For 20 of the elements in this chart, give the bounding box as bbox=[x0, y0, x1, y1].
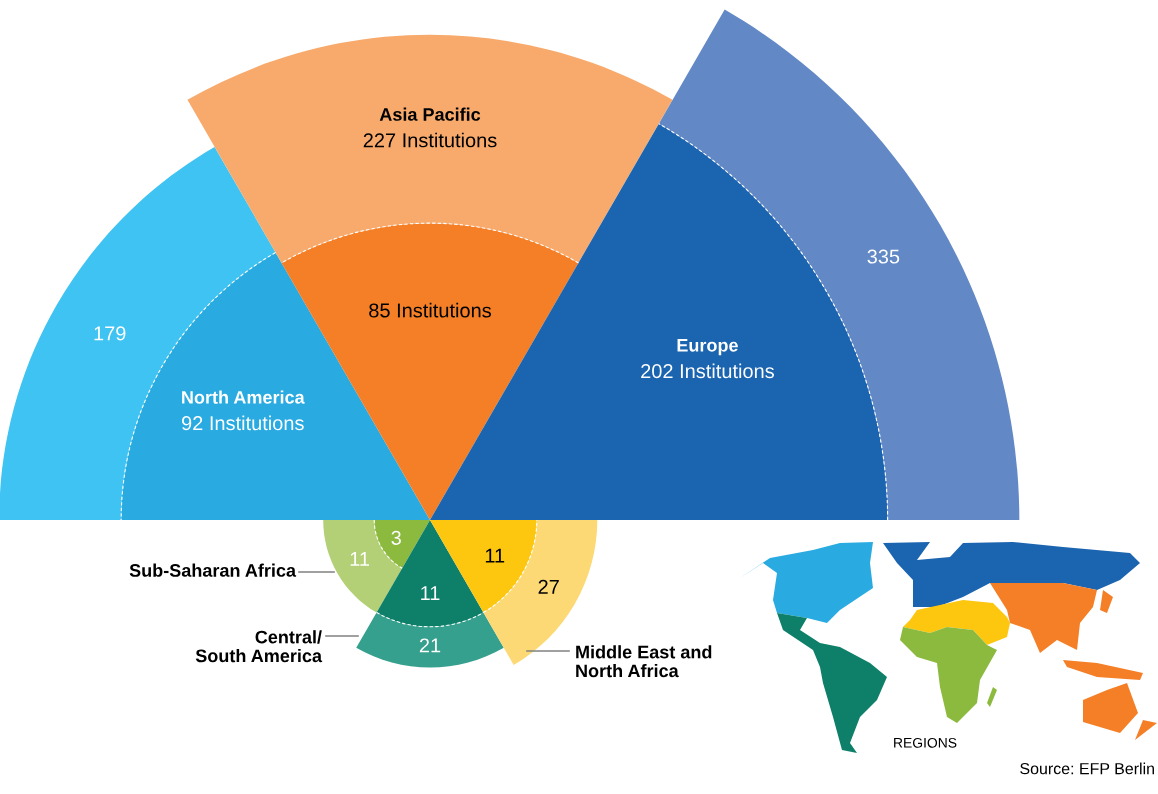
data-label: 335 bbox=[867, 249, 900, 264]
source-note: Source: EFP Berlin bbox=[1020, 762, 1154, 775]
data-label: 27 bbox=[538, 579, 559, 594]
data-label: 202 Institutions bbox=[641, 363, 774, 379]
category-label: Sub-Saharan Africa bbox=[129, 563, 297, 577]
data-label: 3 bbox=[391, 530, 401, 545]
data-label: 11 bbox=[421, 586, 440, 600]
category-label: North America bbox=[182, 390, 305, 404]
data-label: 227 Institutions bbox=[363, 132, 497, 148]
data-label: 11 bbox=[485, 548, 505, 563]
text: REGIONS bbox=[894, 737, 957, 748]
data-label: 92 Institutions bbox=[182, 415, 304, 431]
category-label: Asia Pacific bbox=[379, 107, 481, 121]
data-label: 85 Institutions bbox=[369, 302, 491, 318]
data-label: 179 bbox=[94, 326, 126, 341]
category-label: Central/ South America bbox=[195, 630, 323, 663]
category-label: Middle East and North Africa bbox=[576, 645, 712, 678]
data-label: 21 bbox=[419, 638, 441, 653]
data-label: 11 bbox=[350, 552, 370, 566]
category-label: Europe bbox=[677, 339, 738, 356]
